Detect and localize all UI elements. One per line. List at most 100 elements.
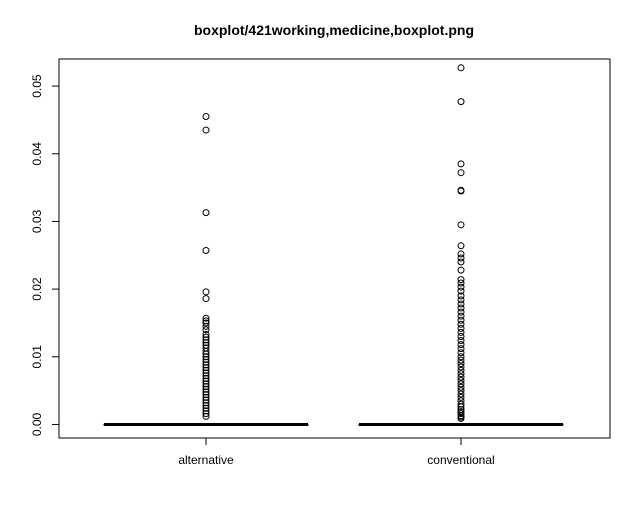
outlier-point bbox=[457, 349, 465, 357]
outlier-point bbox=[457, 360, 465, 368]
outlier-point bbox=[457, 345, 465, 353]
boxes bbox=[103, 422, 564, 426]
outlier-point bbox=[457, 266, 465, 274]
outlier-point bbox=[202, 288, 210, 296]
outlier-point bbox=[457, 308, 465, 316]
outlier-point bbox=[457, 160, 465, 168]
outlier-point bbox=[202, 383, 210, 391]
outlier-point bbox=[202, 374, 210, 382]
x-axis: alternative conventional bbox=[178, 437, 495, 467]
outlier-point bbox=[457, 287, 465, 295]
outlier-point bbox=[457, 324, 465, 332]
outlier-point bbox=[202, 295, 210, 303]
outlier-point bbox=[457, 316, 465, 324]
outlier-point bbox=[202, 333, 210, 341]
outlier-point bbox=[457, 296, 465, 304]
outlier-point bbox=[457, 408, 465, 416]
outlier-point bbox=[202, 404, 210, 412]
outlier-point bbox=[202, 377, 210, 385]
outlier-point bbox=[457, 312, 465, 320]
outlier-point bbox=[457, 337, 465, 345]
outlier-point bbox=[457, 363, 465, 371]
outlier-point bbox=[202, 330, 210, 338]
outlier-point bbox=[457, 356, 465, 364]
outlier-point bbox=[457, 410, 465, 418]
y-tick-label: 0.00 bbox=[30, 412, 44, 436]
outlier-point bbox=[202, 369, 210, 377]
outlier-point bbox=[202, 391, 210, 399]
outlier-point bbox=[457, 370, 465, 378]
outlier-point bbox=[202, 361, 210, 369]
outlier-point bbox=[202, 388, 210, 396]
outlier-points bbox=[202, 64, 465, 422]
x-tick-label: conventional bbox=[427, 453, 494, 467]
outlier-point bbox=[202, 366, 210, 374]
outlier-point bbox=[457, 98, 465, 106]
outlier-point bbox=[457, 380, 465, 388]
outlier-point bbox=[457, 390, 465, 398]
outlier-point bbox=[202, 317, 210, 325]
outlier-point bbox=[202, 364, 210, 372]
outlier-point bbox=[202, 209, 210, 217]
outlier-point bbox=[202, 355, 210, 363]
outlier-point bbox=[202, 407, 210, 415]
outlier-point bbox=[457, 403, 465, 411]
y-tick-label: 0.04 bbox=[30, 142, 44, 166]
outlier-point bbox=[457, 304, 465, 312]
outlier-point bbox=[457, 279, 465, 287]
outlier-point bbox=[202, 412, 210, 420]
outlier-point bbox=[457, 328, 465, 336]
y-tick-label: 0.01 bbox=[30, 345, 44, 369]
outlier-point bbox=[457, 320, 465, 328]
outlier-point bbox=[202, 314, 210, 322]
outlier-point bbox=[457, 387, 465, 395]
outlier-point bbox=[202, 350, 210, 358]
outlier-point bbox=[457, 300, 465, 308]
outlier-point bbox=[457, 332, 465, 340]
outlier-point bbox=[457, 366, 465, 374]
outlier-point bbox=[457, 221, 465, 229]
outlier-point bbox=[202, 319, 210, 327]
outlier-point bbox=[202, 385, 210, 393]
outlier-point bbox=[202, 372, 210, 380]
outlier-point bbox=[457, 242, 465, 250]
outlier-point bbox=[202, 396, 210, 404]
outlier-point bbox=[457, 64, 465, 72]
y-tick-label: 0.02 bbox=[30, 277, 44, 301]
outlier-point bbox=[457, 373, 465, 381]
outlier-point bbox=[202, 322, 210, 330]
outlier-point bbox=[202, 339, 210, 347]
x-tick-label: alternative bbox=[178, 453, 234, 467]
outlier-point bbox=[202, 358, 210, 366]
plot-frame bbox=[58, 58, 611, 439]
outlier-point bbox=[202, 402, 210, 410]
outlier-point bbox=[202, 410, 210, 418]
outlier-point bbox=[202, 399, 210, 407]
outlier-point bbox=[457, 276, 465, 284]
outlier-point bbox=[457, 187, 465, 195]
outlier-point bbox=[457, 283, 465, 291]
outlier-point bbox=[457, 414, 465, 422]
y-tick-label: 0.05 bbox=[30, 74, 44, 98]
chart-title: boxplot/421working,medicine,boxplot.png bbox=[194, 22, 474, 38]
outlier-point bbox=[457, 258, 465, 266]
outlier-point bbox=[457, 292, 465, 300]
outlier-point bbox=[202, 247, 210, 255]
outlier-point bbox=[457, 353, 465, 361]
outlier-point bbox=[202, 126, 210, 134]
y-tick-label: 0.03 bbox=[30, 209, 44, 233]
outlier-point bbox=[202, 393, 210, 401]
outlier-point bbox=[202, 380, 210, 388]
outlier-point bbox=[202, 326, 210, 334]
outlier-point bbox=[457, 393, 465, 401]
outlier-point bbox=[457, 341, 465, 349]
outlier-point bbox=[457, 400, 465, 408]
y-axis: 0.00 0.01 0.02 0.03 0.04 0.05 bbox=[30, 74, 60, 436]
outlier-point bbox=[457, 250, 465, 258]
outlier-point bbox=[457, 376, 465, 384]
outlier-point bbox=[202, 113, 210, 121]
outlier-point bbox=[457, 383, 465, 391]
outlier-point bbox=[202, 353, 210, 361]
outlier-point bbox=[457, 169, 465, 177]
